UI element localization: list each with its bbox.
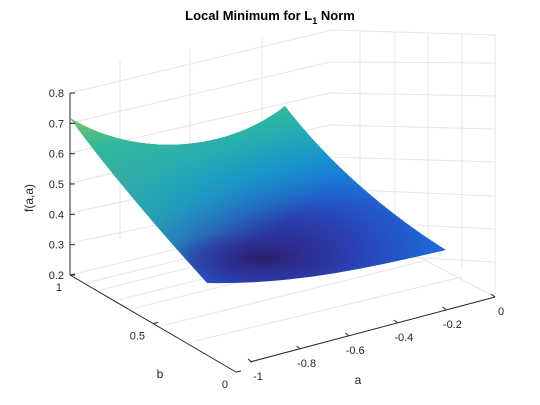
z-tick-label: 0.8 bbox=[49, 88, 64, 100]
z-axis-label: f(a,a) bbox=[22, 184, 36, 212]
z-tick-label: 0.7 bbox=[49, 118, 64, 130]
a-tick-mark bbox=[296, 345, 301, 350]
z-tick-label: 0.4 bbox=[49, 209, 64, 221]
a-axis-label: a bbox=[355, 373, 362, 387]
z-tick-label: 0.5 bbox=[49, 179, 64, 191]
right-wall-grid bbox=[329, 29, 496, 297]
b-tick-label: 0 bbox=[222, 379, 228, 391]
a-tick-label: -0.6 bbox=[346, 345, 365, 357]
a-tick-label: -0.4 bbox=[394, 332, 413, 344]
a-tick-mark bbox=[344, 332, 350, 337]
b-axis: 0 0.5 1 b bbox=[56, 273, 242, 391]
a-tick-label: -1 bbox=[253, 371, 263, 383]
z-tick-label: 0.2 bbox=[49, 270, 64, 282]
b-tick-mark bbox=[69, 273, 76, 276]
a-axis: -1 -0.8 -0.6 -0.4 -0.2 0 a bbox=[247, 293, 504, 387]
a-tick-mark bbox=[490, 293, 496, 298]
a-tick-label: 0 bbox=[498, 306, 504, 318]
a-tick-label: -0.2 bbox=[443, 319, 462, 331]
b-tick-label: 0.5 bbox=[130, 331, 145, 343]
z-tick-label: 0.3 bbox=[49, 240, 64, 252]
a-tick-mark bbox=[442, 306, 447, 311]
z-axis: 0.2 0.3 0.4 0.5 0.6 0.7 0.8 f(a,a) bbox=[22, 88, 75, 282]
b-axis-label: b bbox=[157, 367, 164, 381]
b-tick-label: 1 bbox=[56, 282, 62, 294]
chart-title: Local Minimum for L1 Norm bbox=[185, 8, 355, 26]
b-tick-mark bbox=[152, 322, 159, 324]
z-tick-label: 0.6 bbox=[49, 149, 64, 161]
a-tick-mark bbox=[247, 358, 253, 363]
a-tick-mark bbox=[393, 319, 399, 324]
a-tick-label: -0.8 bbox=[297, 358, 316, 370]
b-tick-mark bbox=[235, 370, 242, 373]
